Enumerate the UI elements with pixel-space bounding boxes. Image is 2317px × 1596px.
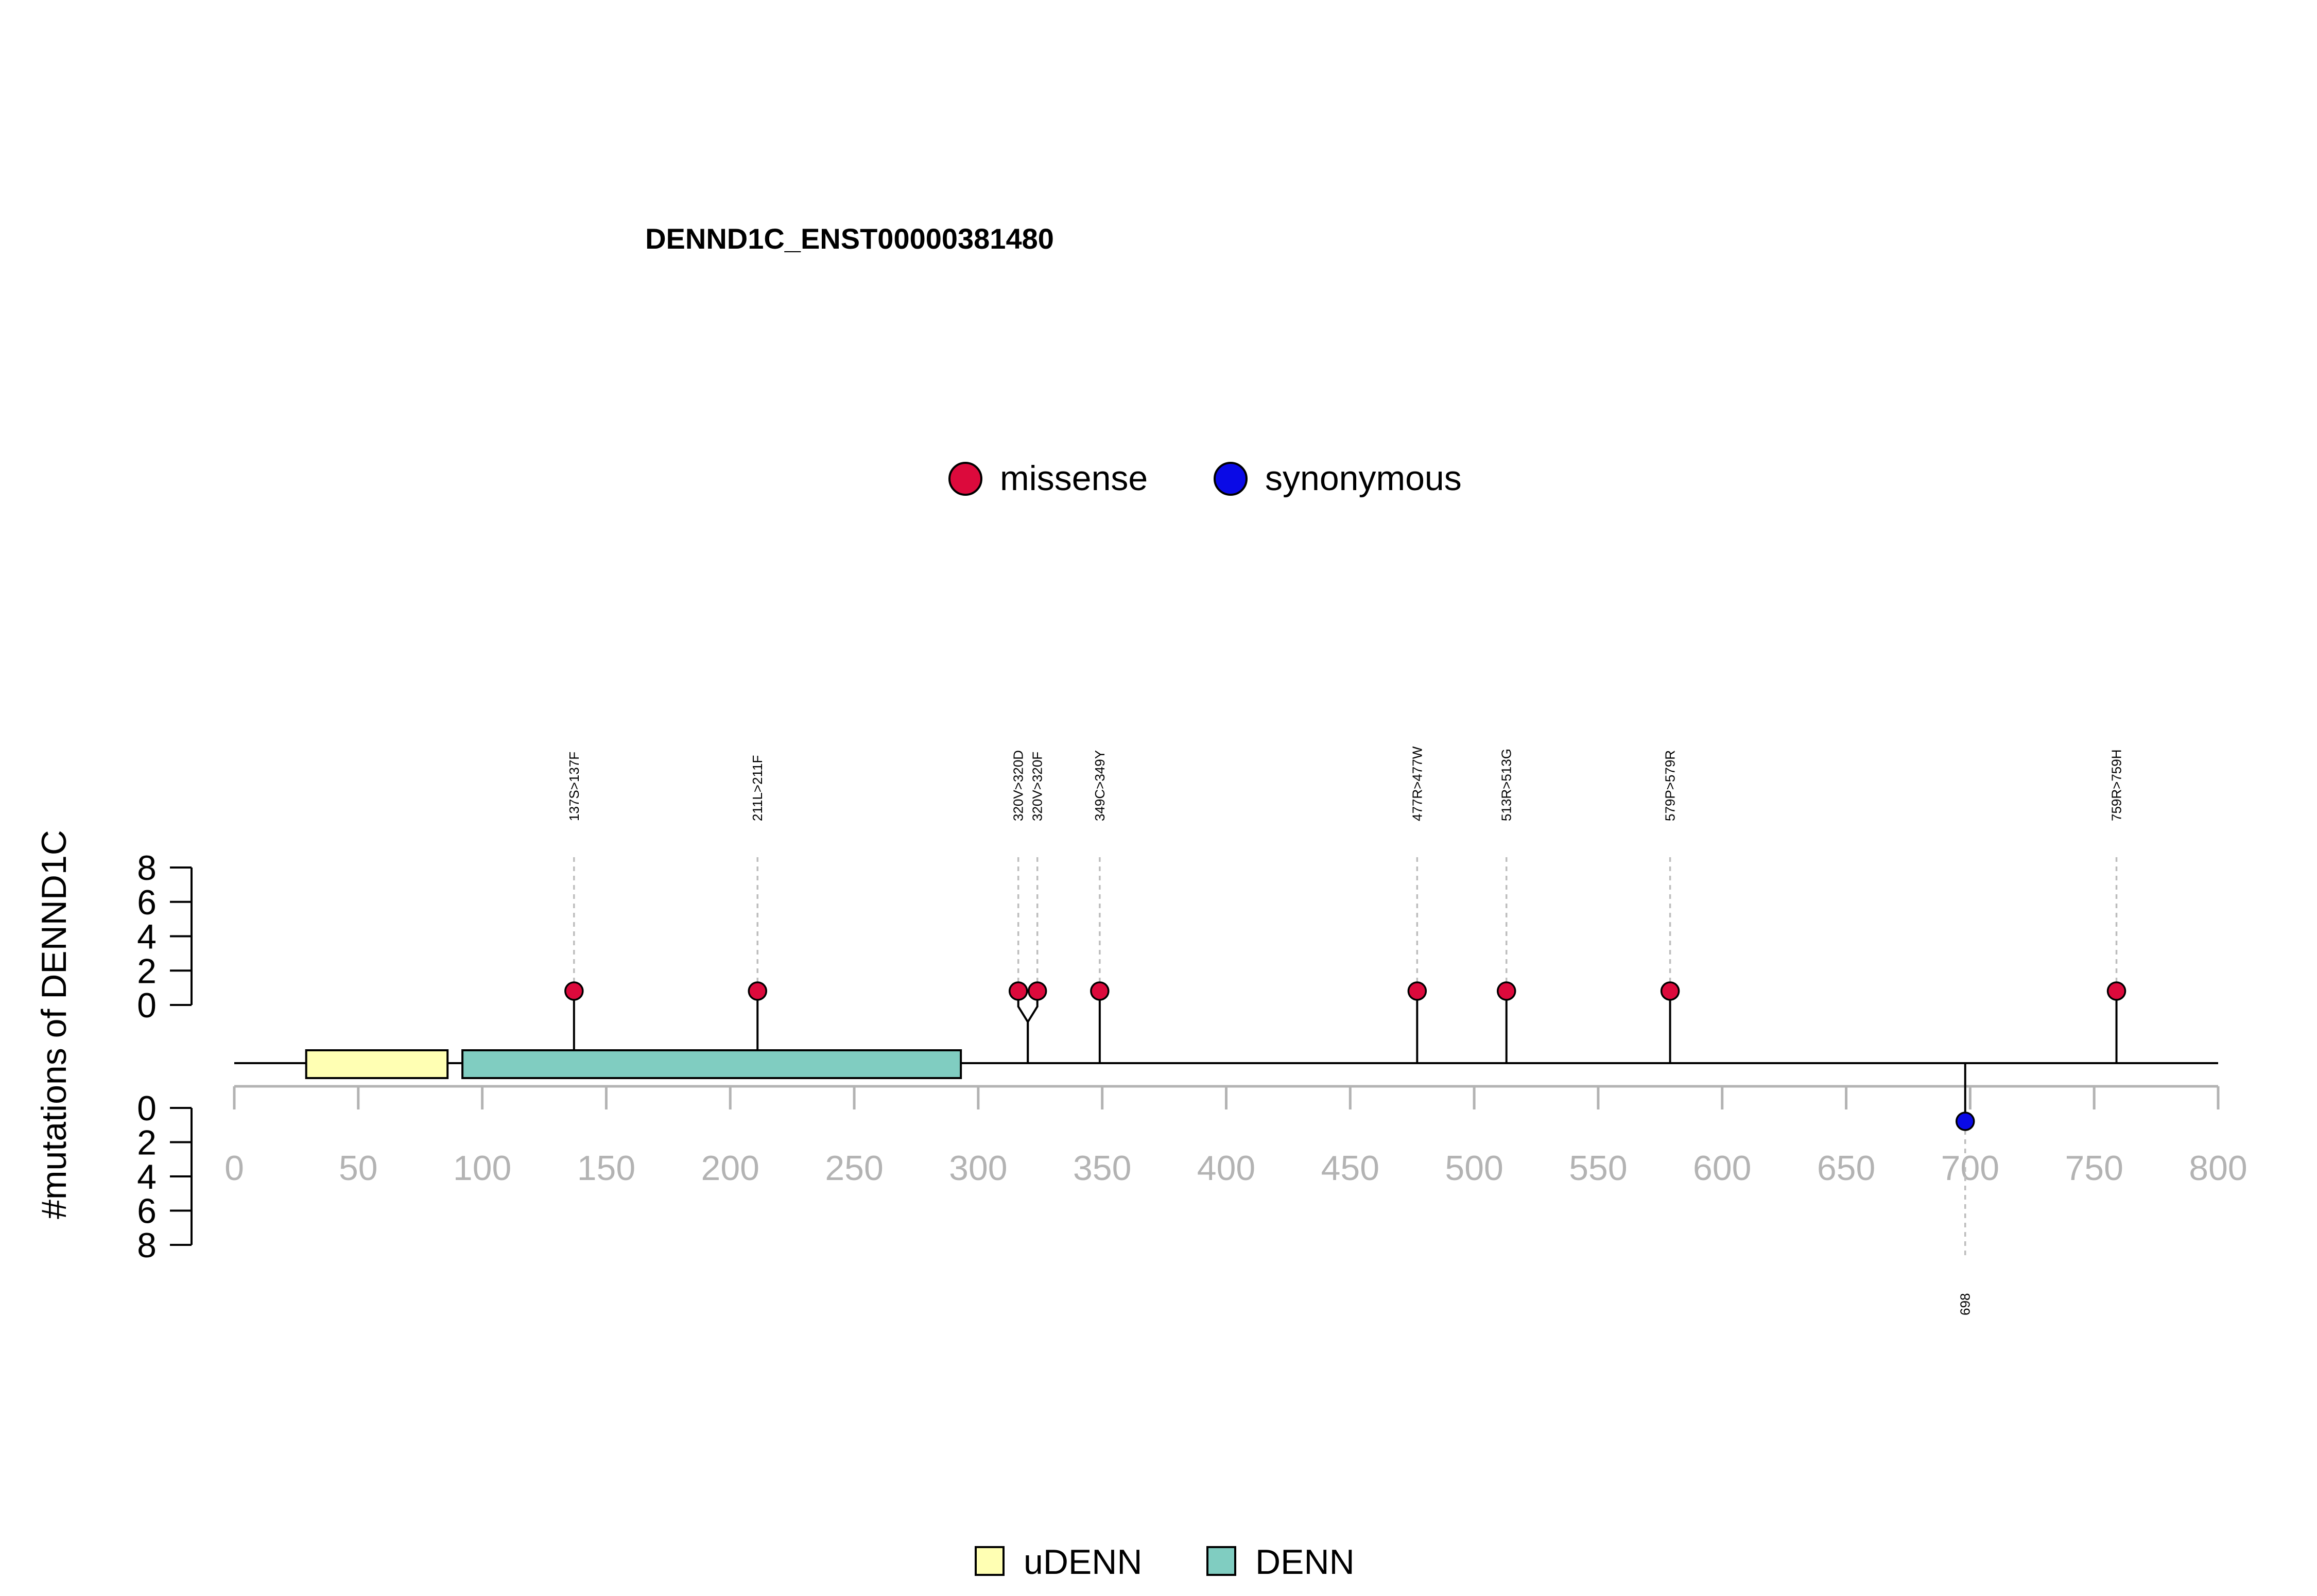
legend-label-DENN: DENN bbox=[1255, 1542, 1355, 1582]
legend-label-missense: missense bbox=[1000, 459, 1148, 498]
domain-DENN bbox=[461, 1049, 962, 1079]
y-tick-label-lower: 6 bbox=[137, 1192, 157, 1231]
legend-label-uDENN: uDENN bbox=[1024, 1542, 1143, 1582]
mutation-label: 211L>211F bbox=[750, 755, 765, 821]
legend-swatch-uDENN bbox=[975, 1546, 1005, 1576]
y-tick-label-upper: 6 bbox=[137, 883, 157, 922]
mutation-points: 137S>137F 211L>211F 320V>320D 320V>320F 349C… bbox=[564, 746, 2126, 1315]
x-tick-label: 150 bbox=[577, 1149, 635, 1188]
x-axis: 0 50 100 150 200 250 300 350 400 450 500 550 600 650 7… bbox=[224, 1085, 2247, 1188]
mutation-point bbox=[1496, 981, 1516, 1001]
x-tick-label: 600 bbox=[1693, 1149, 1751, 1188]
mutation-point bbox=[748, 981, 767, 1001]
y-tick-label-upper: 2 bbox=[137, 951, 157, 991]
mutation-label: 759R>759H bbox=[2109, 750, 2124, 822]
y-tick-label-lower: 4 bbox=[137, 1157, 157, 1196]
mutation-label: 349C>349Y bbox=[1092, 750, 1108, 821]
domain-legend: uDENN DENN bbox=[975, 1542, 1355, 1582]
protein-domains bbox=[305, 1049, 962, 1079]
legend-marker-synonymous bbox=[1214, 462, 1248, 496]
x-tick-label: 450 bbox=[1321, 1149, 1379, 1188]
x-tick-label: 700 bbox=[1941, 1149, 1999, 1188]
x-tick-label: 250 bbox=[825, 1149, 883, 1188]
mutation-label: 320V>320F bbox=[1030, 752, 1045, 821]
mutation-label: 137S>137F bbox=[566, 752, 582, 821]
x-tick-label: 100 bbox=[453, 1149, 511, 1188]
mutation-point bbox=[1407, 981, 1427, 1001]
y-tick-label-lower: 0 bbox=[137, 1089, 157, 1128]
domain-uDENN bbox=[305, 1049, 449, 1079]
x-tick-label: 50 bbox=[339, 1149, 378, 1188]
mutation-point bbox=[1955, 1112, 1975, 1131]
legend-label-synonymous: synonymous bbox=[1265, 459, 1462, 498]
y-tick-label-lower: 8 bbox=[137, 1226, 157, 1265]
legend-marker-missense bbox=[948, 462, 982, 496]
lollipop-stem bbox=[1017, 991, 1029, 1063]
x-tick-label: 0 bbox=[224, 1149, 244, 1188]
mutation-label: 513R>513G bbox=[1499, 749, 1514, 821]
lollipop-stem bbox=[1027, 991, 1039, 1063]
y-tick-label-lower: 2 bbox=[137, 1123, 157, 1163]
mutation-point bbox=[1008, 981, 1028, 1001]
x-tick-label: 500 bbox=[1445, 1149, 1503, 1188]
y-tick-label-upper: 8 bbox=[137, 848, 157, 888]
x-tick-label: 800 bbox=[2189, 1149, 2247, 1188]
x-tick-label: 350 bbox=[1073, 1149, 1131, 1188]
chart-title: DENND1C_ENST00000381480 bbox=[645, 222, 1054, 255]
y-axis-label: #mutations of DENND1C bbox=[34, 830, 74, 1219]
mutation-label: 579P>579R bbox=[1663, 750, 1678, 821]
y-tick-label-upper: 0 bbox=[137, 986, 157, 1025]
mutation-point bbox=[1660, 981, 1680, 1001]
mutation-label: 698 bbox=[1958, 1293, 1973, 1315]
mutation-point bbox=[564, 981, 584, 1001]
mutation-label: 320V>320D bbox=[1011, 750, 1026, 821]
x-tick-label: 200 bbox=[701, 1149, 759, 1188]
mutation-point bbox=[1027, 981, 1047, 1001]
mutation-legend: missense synonymous bbox=[948, 459, 1462, 498]
x-tick-label: 750 bbox=[2065, 1149, 2123, 1188]
y-tick-label-upper: 4 bbox=[137, 917, 157, 957]
x-tick-label: 300 bbox=[949, 1149, 1007, 1188]
mutation-point bbox=[1090, 981, 1110, 1001]
legend-swatch-DENN bbox=[1206, 1546, 1236, 1576]
x-tick-label: 650 bbox=[1817, 1149, 1875, 1188]
mutation-label: 477R>477W bbox=[1409, 746, 1425, 821]
x-tick-label: 400 bbox=[1197, 1149, 1255, 1188]
mutation-point bbox=[2106, 981, 2126, 1001]
x-tick-label: 550 bbox=[1569, 1149, 1627, 1188]
